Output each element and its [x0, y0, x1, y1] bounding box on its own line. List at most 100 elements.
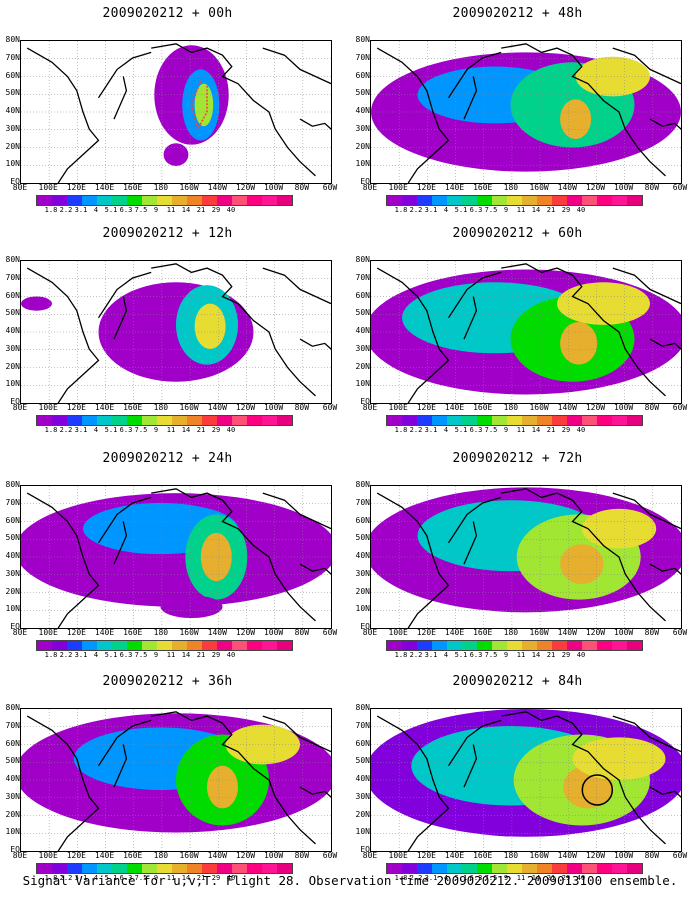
longitude-label: 160E — [473, 403, 493, 412]
map-panel: 2009020212 + 36h 80N 70N 60N 50N 40N 30N 20N 10N… — [0, 668, 338, 883]
colorbar-label: 9 — [503, 874, 509, 882]
longitude-label: 60W — [322, 183, 338, 192]
longitude-label: 140W — [207, 183, 227, 192]
longitude-label: 80E — [12, 403, 28, 412]
map-canvas — [371, 709, 681, 851]
longitude-label: 160W — [529, 628, 549, 637]
longitude-label: 100E — [388, 183, 408, 192]
variance-contour — [21, 296, 52, 311]
colorbar — [386, 195, 643, 206]
latitude-label: 30N — [355, 343, 370, 353]
coastline — [262, 492, 331, 530]
longitude-label: 180 — [503, 851, 519, 860]
colorbar-label: 3.1 — [74, 651, 88, 659]
colorbar-swatch — [127, 641, 142, 650]
colorbar-label: 2.2 — [59, 874, 73, 882]
colorbar-swatch — [157, 641, 172, 650]
colorbar-label: 40 — [576, 874, 586, 882]
colorbar-label: 9 — [153, 206, 159, 214]
latitude-label: 80N — [355, 255, 370, 264]
coastline — [649, 118, 681, 130]
colorbar-swatch — [522, 864, 537, 873]
colorbar-swatch — [202, 864, 217, 873]
colorbar-swatch — [157, 864, 172, 873]
colorbar-label: 1.8 — [394, 874, 408, 882]
coastline — [376, 492, 450, 628]
longitude-label: 100W — [613, 403, 634, 412]
colorbar-swatch — [552, 641, 567, 650]
colorbar-swatch — [627, 416, 642, 425]
colorbar-swatch — [247, 864, 262, 873]
longitude-label: 160E — [473, 851, 493, 860]
longitude-label: 60W — [672, 851, 688, 860]
colorbar-label: 11 — [166, 206, 176, 214]
latitude-label: 40N — [355, 551, 370, 560]
coastline — [151, 711, 316, 845]
variance-map — [370, 708, 682, 852]
colorbar-label: 14 — [181, 206, 191, 214]
colorbar-label: 21 — [546, 651, 556, 659]
colorbar-swatch — [37, 416, 52, 425]
latitude-label: 30N — [5, 123, 20, 133]
latitude-label: 80N — [355, 35, 370, 44]
colorbar-swatch — [447, 864, 462, 873]
colorbar-swatch — [462, 416, 477, 425]
colorbar-swatch — [387, 416, 402, 425]
colorbar-swatch — [417, 196, 432, 205]
colorbar-label: 2.2 — [409, 874, 423, 882]
colorbar-swatch — [142, 416, 157, 425]
coastline — [26, 267, 100, 403]
longitude-label: 60W — [322, 851, 338, 860]
colorbar-swatch — [187, 864, 202, 873]
colorbar-label: 14 — [531, 206, 541, 214]
coastline — [97, 719, 152, 767]
colorbar-swatch — [492, 864, 507, 873]
colorbar-swatch — [552, 416, 567, 425]
colorbar-label: 40 — [576, 651, 586, 659]
coastline — [447, 496, 502, 544]
colorbar-swatch — [112, 864, 127, 873]
colorbar-label: 14 — [531, 426, 541, 434]
colorbar-swatch — [492, 196, 507, 205]
colorbar-label: 4 — [443, 874, 449, 882]
coastline — [612, 715, 681, 753]
colorbar-label: 5.1 — [454, 206, 468, 214]
colorbar-swatch — [52, 416, 67, 425]
longitude-label: 180 — [503, 628, 519, 637]
colorbar-label: 14 — [181, 426, 191, 434]
longitude-label: 140W — [207, 628, 227, 637]
colorbar-label: 6.3 — [119, 206, 133, 214]
variance-contour — [225, 724, 300, 765]
colorbar-label: 5.1 — [454, 426, 468, 434]
colorbar-swatch — [462, 641, 477, 650]
latitude-label: 60N — [355, 290, 370, 300]
colorbar-swatch — [582, 196, 597, 205]
colorbar-label: 29 — [561, 206, 571, 214]
colorbar-label: 5.1 — [104, 874, 118, 882]
latitude-label: EQ — [10, 622, 20, 631]
colorbar-swatch — [82, 641, 97, 650]
latitude-label: 40N — [5, 326, 20, 335]
latitude-label: 70N — [355, 497, 370, 507]
colorbar-label: 21 — [196, 206, 206, 214]
variance-map — [20, 40, 332, 184]
longitude-label: 60W — [322, 628, 338, 637]
longitude-label: 140W — [557, 183, 577, 192]
latitude-label: 30N — [5, 568, 20, 578]
colorbar-label: 3.1 — [424, 651, 438, 659]
coastline — [447, 51, 502, 99]
colorbar-swatch — [82, 196, 97, 205]
map-panel: 2009020212 + 00h 80N 70N 60N 50N 40N 30N 20N 10N… — [0, 0, 338, 215]
longitude-label: 180 — [153, 183, 169, 192]
longitude-label: 60W — [672, 628, 688, 637]
latitude-label: 20N — [5, 141, 20, 151]
latitude-label: 70N — [5, 52, 20, 62]
longitude-label: 180 — [153, 628, 169, 637]
colorbar-swatch — [127, 864, 142, 873]
colorbar-swatch — [232, 641, 247, 650]
colorbar-swatch — [387, 641, 402, 650]
colorbar-label: 11 — [516, 426, 526, 434]
colorbar-swatch — [217, 864, 232, 873]
colorbar — [386, 415, 643, 426]
colorbar-swatch — [402, 864, 417, 873]
